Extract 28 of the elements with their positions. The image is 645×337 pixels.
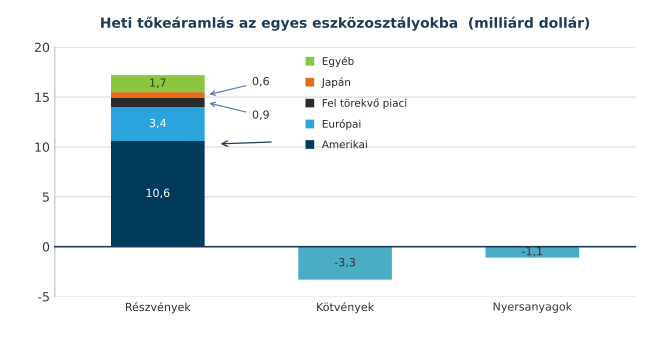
x-tick-label: Kötvények [317,302,374,314]
data-label: 0,9 [252,110,269,120]
legend-label: Amerikai [322,140,367,148]
data-label: -1,1 [522,247,542,257]
bar [111,98,205,108]
data-label: 1,7 [150,78,166,88]
y-tick-label: 10 [35,142,50,152]
legend-label: Európai [322,119,360,130]
x-tick-label: Részvények [126,302,191,314]
y-tick-label: 15 [35,92,49,102]
x-tick-label: Nyersanyagok [494,302,572,313]
data-label: 0,6 [252,76,269,86]
bar [111,107,205,141]
y-tick-label: 0 [42,242,50,252]
bar [298,246,392,280]
data-label: 10,6 [146,188,170,198]
y-tick-label: 20 [34,42,50,52]
legend-label: Fel törekvő piaci [322,98,406,109]
legend-label: Egyéb [322,56,354,68]
chart-title: Heti tőkeáramlás az egyes eszközosztályokba (milliárd dollár) [101,16,590,31]
bar [111,140,205,247]
bar [111,92,205,98]
bar [111,75,205,92]
legend-label: Japán [321,77,350,88]
y-tick-label: -5 [38,292,49,302]
y-tick-label: 5 [42,192,49,202]
data-label: -3,3 [334,258,356,268]
data-label: 3,4 [150,118,166,128]
